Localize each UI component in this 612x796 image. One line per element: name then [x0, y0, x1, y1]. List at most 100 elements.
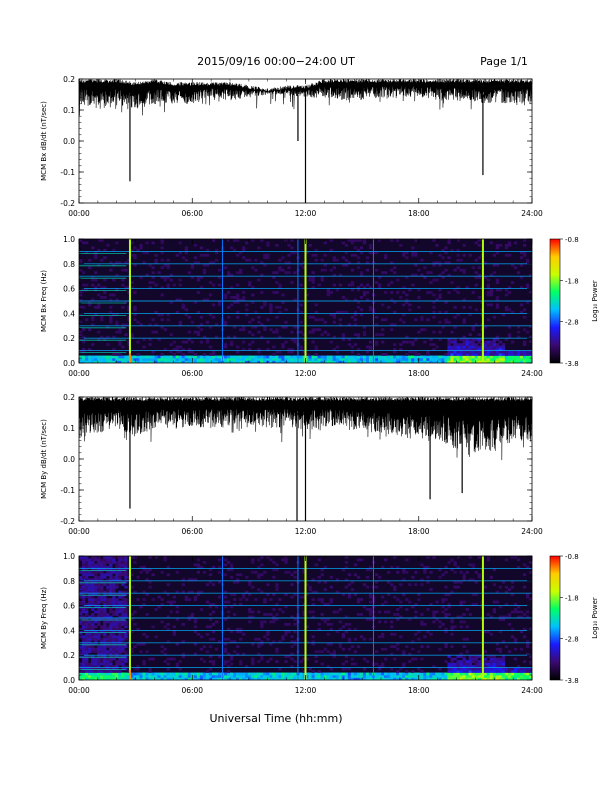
by-spectrogram-cell — [124, 585, 128, 589]
by-spectrogram-cell — [393, 588, 397, 592]
by-spectrogram-cell — [236, 652, 240, 656]
bx-spectrogram-cell — [320, 358, 324, 361]
bx-spectrogram-cell — [160, 239, 164, 242]
by-spectrogram-cell — [193, 625, 198, 629]
bx-spectrogram-cell — [414, 355, 418, 359]
by-spectrogram-cell — [450, 627, 454, 631]
bx-spectrogram-cell — [444, 320, 448, 324]
by-spectrogram-cell — [492, 675, 497, 678]
bx-spectrogram-cell — [456, 350, 460, 354]
by-spectrogram-cell — [516, 665, 521, 668]
by-spectrogram-cell — [341, 632, 346, 636]
by-spectrogram-cell — [172, 625, 176, 629]
by-spectrogram-cell — [94, 590, 98, 594]
by-spectrogram-cell — [362, 677, 367, 680]
by-spectrogram-cell — [381, 672, 385, 676]
bx-spectrogram-cell — [522, 343, 527, 346]
by-spectrogram-cell — [492, 670, 497, 673]
by-spectrogram-cell — [233, 672, 237, 676]
by-spectrogram-cell — [88, 595, 92, 599]
by-spectrogram-cell — [423, 635, 427, 639]
bx-spectrogram-cell — [447, 273, 451, 277]
bx-spectrogram-cell — [362, 358, 367, 361]
bx-spectrogram-cell — [359, 239, 364, 242]
by-spectrogram-cell — [251, 615, 255, 619]
bx-spectrogram-cell — [223, 360, 228, 363]
bx-spectrogram-cell — [314, 348, 318, 351]
by-spectrogram-cell — [85, 667, 89, 671]
by-spectrogram-cell — [124, 598, 128, 601]
bx-spectrogram-cell — [495, 358, 500, 361]
bx-spectrogram-cell — [118, 328, 122, 332]
bx-spectrogram-cell — [145, 355, 149, 359]
by-spectrogram-ylabel: MCM By Freq (Hz) — [40, 587, 48, 649]
by-spectrogram-cell — [266, 583, 270, 587]
by-spectrogram-cell — [483, 667, 487, 671]
by-spectrogram-cell — [163, 556, 167, 559]
by-spectrogram-cell — [145, 578, 149, 582]
by-spectrogram-cell — [91, 600, 95, 604]
bx-spectrogram-cell — [97, 303, 101, 307]
bx-spectrogram-cell — [205, 320, 210, 324]
by-spectrogram-cell — [88, 593, 92, 596]
by-spectrogram-cell — [196, 590, 201, 594]
by-spectrogram-cell — [124, 665, 128, 668]
by-spectrogram-cell — [239, 627, 243, 631]
by-spectrogram-cell — [257, 675, 261, 678]
bx-spectrogram-cell — [374, 333, 379, 337]
bx-spectrogram-cell — [504, 308, 509, 312]
bx-spectrogram-cell — [341, 241, 346, 245]
bx-spectrogram-cell — [172, 283, 176, 287]
by-spectrogram-cell — [115, 610, 119, 614]
bx-spectrogram-cell — [217, 283, 222, 287]
bx-spectrogram-cell — [175, 298, 179, 302]
bx-spectrogram-cell — [462, 343, 466, 346]
bx-spectrogram-cell — [151, 318, 155, 322]
bx-spectrogram-cell — [384, 360, 388, 363]
by-spectrogram-cell — [305, 583, 309, 587]
by-spectrogram-cell — [97, 620, 101, 624]
by-spectrogram-cell — [118, 575, 122, 579]
bx-spectrogram-cell — [359, 246, 364, 250]
by-spectrogram-cell — [118, 610, 122, 614]
by-spectrogram-cell — [368, 565, 373, 569]
bx-spectrogram-cell — [384, 271, 388, 275]
by-spectrogram-cell — [402, 665, 406, 668]
by-spectrogram-cell — [239, 637, 243, 641]
bx-trace-ytick-label: 0.2 — [63, 75, 75, 84]
by-spectrogram-cell — [166, 667, 170, 671]
bx-spectrogram-cell — [513, 353, 518, 356]
bx-spectrogram-cell — [486, 358, 491, 361]
by-spectrogram-cell — [519, 672, 524, 676]
bx-spectrogram-cell — [486, 353, 491, 356]
by-spectrogram-cell — [97, 652, 101, 656]
bx-spectrogram-cell — [501, 358, 506, 361]
by-spectrogram-cell — [260, 556, 264, 559]
bx-spectrogram-cell — [133, 256, 137, 260]
by-spectrogram-cell — [112, 618, 116, 621]
by-spectrogram-cell — [320, 573, 324, 577]
by-spectrogram-cell — [420, 677, 424, 680]
by-spectrogram-cell — [486, 675, 491, 678]
bx-spectrogram-cell — [507, 358, 512, 361]
by-spectrogram-cell — [498, 615, 503, 619]
by-spectrogram-cell — [88, 627, 92, 631]
bx-spectrogram-cell — [290, 239, 294, 242]
by-spectrogram-cell — [124, 558, 128, 562]
by-spectrogram-cell — [166, 662, 170, 666]
bx-spectrogram-cell — [109, 261, 113, 265]
bx-spectrogram-cell — [281, 325, 285, 329]
by-spectrogram-cell — [233, 677, 237, 680]
by-spectrogram-cell — [432, 610, 436, 614]
by-spectrogram-cell — [236, 580, 240, 584]
bx-spectrogram-cell — [498, 360, 503, 363]
bx-spectrogram-cell — [362, 286, 367, 289]
bx-spectrogram-cell — [435, 355, 439, 359]
bx-spectrogram-cell — [205, 298, 210, 302]
by-spectrogram-cell — [510, 675, 515, 678]
bx-spectrogram-cell — [311, 278, 315, 282]
by-spectrogram-cell — [381, 595, 385, 599]
bx-spectrogram-cell — [115, 313, 119, 317]
bx-spectrogram-cell — [381, 360, 385, 363]
